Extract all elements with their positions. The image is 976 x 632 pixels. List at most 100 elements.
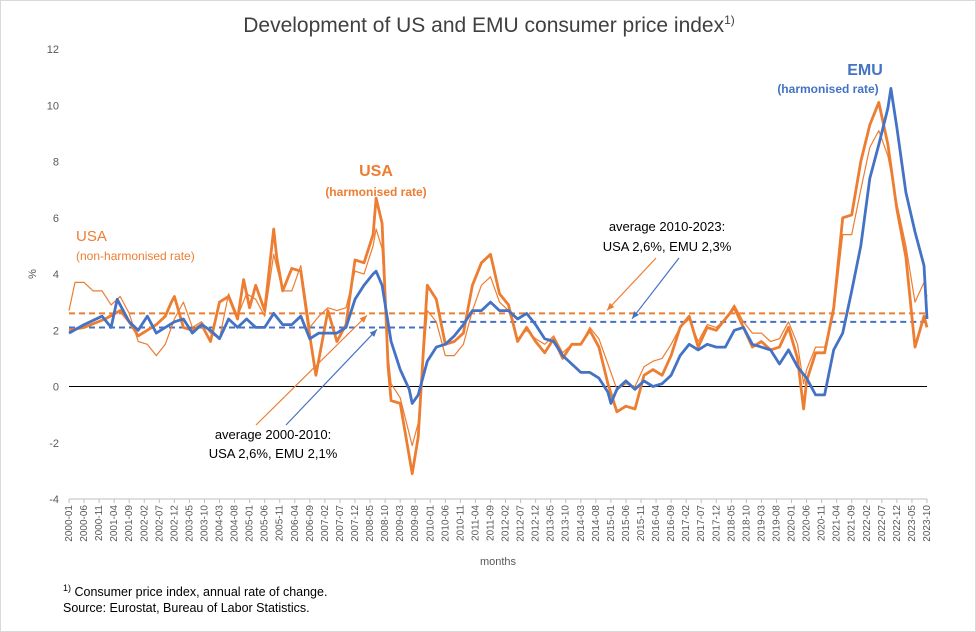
footnote-text: Consumer price index, annual rate of cha… [74, 585, 328, 600]
chart-title-footnote-marker: 1) [724, 13, 735, 27]
x-tick-label: 2022-02 [862, 505, 873, 542]
annotations: USA (non-harmonised rate) USA (harmonised r… [76, 62, 883, 461]
usa-average-arrow-right [606, 257, 657, 311]
emu-harmonised-line [68, 87, 929, 405]
usa-non-harmonised-label: USA [76, 228, 107, 245]
x-tick-label: 2000-06 [79, 505, 90, 542]
x-tick-label: 2019-08 [771, 505, 782, 542]
x-tick-label: 2004-03 [215, 505, 226, 542]
x-tick-label: 2013-05 [546, 505, 557, 542]
usa-average-arrow-left-head [359, 315, 367, 323]
x-tick-label: 2017-12 [711, 505, 722, 542]
x-tick-label: 2015-11 [636, 505, 647, 541]
x-tick-label: 2015-01 [606, 505, 617, 542]
source-text: Source: Eurostat, Bureau of Labor Statis… [63, 601, 310, 615]
x-tick-label: 2004-08 [230, 505, 241, 542]
usa-harmonised-sublabel: (harmonised rate) [325, 185, 426, 199]
x-tick-label: 2008-05 [365, 505, 376, 542]
emu-average-arrow-right [631, 257, 680, 320]
x-tick-label: 2010-01 [425, 505, 436, 542]
x-tick-label: 2021-04 [832, 505, 843, 542]
x-tick-label: 2011-09 [485, 505, 496, 541]
x-tick-label: 2003-10 [199, 505, 210, 542]
x-tick-label: 2006-09 [305, 505, 316, 542]
average-2000-2010-values: USA 2,6%, EMU 2,1% [209, 446, 338, 461]
line-chart: -4 -2 0 2 4 6 8 10 12% 2000-01 2000-06 2000-11 2001-… [27, 44, 933, 568]
x-tick-label: 2015-06 [621, 505, 632, 542]
x-tick-label: 2005-01 [245, 505, 256, 542]
x-axis-label: months [480, 556, 517, 568]
x-tick-label: 2009-03 [395, 505, 406, 542]
x-tick-label: 2014-03 [576, 505, 587, 542]
x-tick-label: 2019-03 [756, 505, 767, 542]
x-tick-label: 2018-10 [741, 505, 752, 542]
x-tick-label: 2002-12 [169, 505, 180, 542]
x-tick-label: 2006-04 [290, 505, 301, 542]
footnote-source: Source: Eurostat, Bureau of Labor Statis… [63, 601, 310, 615]
x-tick-label: 2001-04 [109, 505, 120, 542]
footnote-1: 1) Consumer price index, annual rate of … [63, 583, 327, 599]
usa-non-harmonised-sublabel: (non-harmonised rate) [76, 249, 195, 263]
emu-label: EMU [847, 62, 883, 79]
usa-average-arrow-left [255, 314, 368, 426]
series-lines [68, 87, 929, 476]
emu-sublabel: (harmonised rate) [777, 82, 878, 96]
x-tick-label: 2020-11 [817, 505, 828, 541]
x-tick-label: 2018-05 [726, 505, 737, 542]
y-axis-label: % [27, 269, 39, 279]
y-tick-label: 4 [53, 269, 59, 281]
x-tick-label: 2012-07 [516, 505, 527, 542]
y-tick-label: 12 [47, 44, 59, 56]
x-tick-label: 2007-12 [350, 505, 361, 542]
y-tick-label: 6 [53, 213, 59, 225]
footnote-marker: 1) [63, 583, 72, 593]
x-tick-label: 2017-07 [696, 505, 707, 542]
x-tick-label: 2000-11 [94, 505, 105, 541]
x-tick-label: 2016-09 [666, 505, 677, 542]
emu-average-arrow-left-head [369, 329, 377, 337]
x-tick-label: 2002-02 [139, 505, 150, 542]
y-tick-label: -2 [49, 438, 59, 450]
y-tick-label: 10 [47, 100, 59, 112]
x-tick-label: 2007-02 [320, 505, 331, 542]
average-2000-2010-label: average 2000-2010: [215, 427, 331, 442]
chart-title-text: Development of US and EMU consumer price… [243, 14, 725, 37]
x-tick-label: 2005-06 [260, 505, 271, 542]
chart-title: Development of US and EMU consumer price… [1, 13, 976, 38]
x-tick-label: 2021-09 [847, 505, 858, 542]
x-tick-label: 2002-07 [154, 505, 165, 542]
y-tick-label: -4 [49, 494, 59, 506]
x-tick-label: 2007-07 [335, 505, 346, 542]
x-tick-label: 2017-02 [681, 505, 692, 542]
x-tick-label: 2008-10 [380, 505, 391, 542]
x-tick-label: 2020-01 [787, 505, 798, 542]
usa-average-arrow-right-head [607, 302, 615, 311]
x-tick-label: 2003-05 [184, 505, 195, 542]
x-tick-label: 2005-11 [275, 505, 286, 541]
y-tick-label: 0 [53, 382, 59, 394]
x-tick-label: 2011-04 [470, 505, 481, 541]
x-tick-label: 2014-08 [591, 505, 602, 542]
axes: -4 -2 0 2 4 6 8 10 12% 2000-01 2000-06 2000-11 2001-… [27, 44, 933, 568]
emu-average-arrow-right-head [632, 311, 639, 319]
average-2010-2023-label: average 2010-2023: [609, 219, 725, 234]
x-tick-label: 2010-06 [440, 505, 451, 542]
x-tick-label: 2023-05 [907, 505, 918, 542]
x-tick-label: 2016-04 [651, 505, 662, 542]
x-tick-label: 2001-09 [124, 505, 135, 542]
usa-harmonised-line [68, 101, 929, 476]
x-tick-label: 2022-12 [892, 505, 903, 542]
x-tick-label: 2022-07 [877, 505, 888, 542]
x-tick-label: 2023-10 [922, 505, 933, 542]
average-2010-2023-values: USA 2,6%, EMU 2,3% [603, 239, 732, 254]
x-tick-label: 2012-02 [501, 505, 512, 542]
y-tick-label: 2 [53, 325, 59, 337]
y-tick-label: 8 [53, 157, 59, 169]
x-tick-label: 2012-12 [531, 505, 542, 542]
x-tick-label: 2010-11 [455, 505, 466, 541]
x-tick-label: 2013-10 [561, 505, 572, 542]
x-tick-label: 2000-01 [64, 505, 75, 542]
x-tick-label: 2009-08 [410, 505, 421, 542]
emu-average-arrow-left [285, 329, 378, 426]
